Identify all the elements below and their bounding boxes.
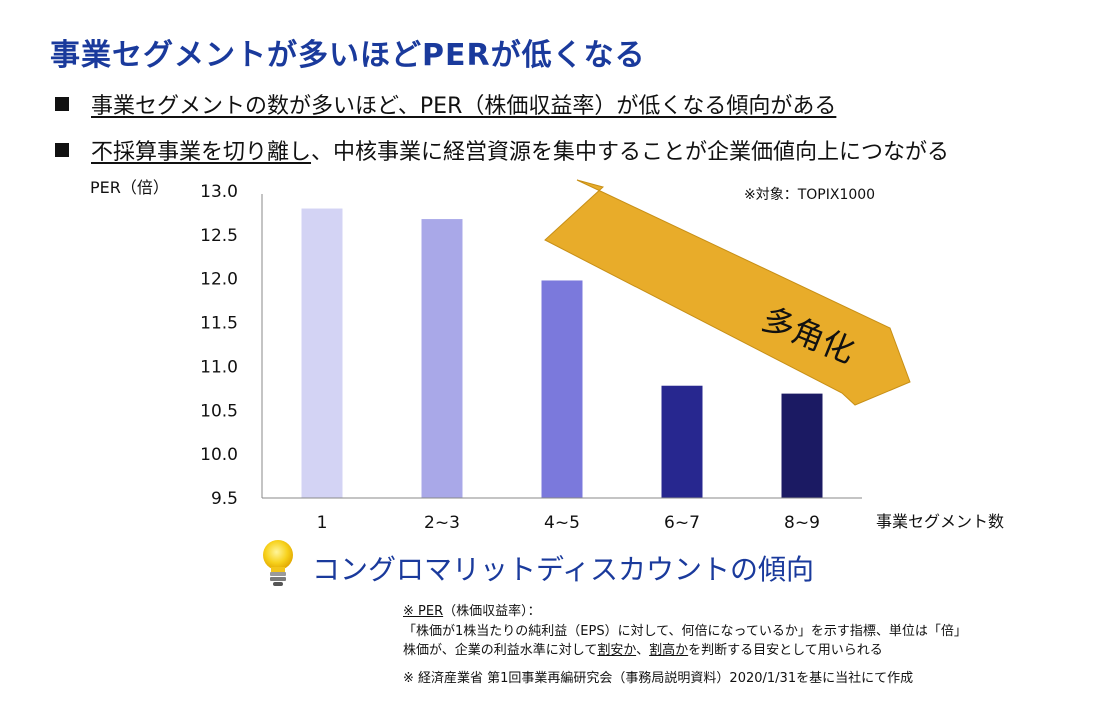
bars-group: [301, 208, 823, 499]
footnote-per-definition: 「株価が1株当たりの純利益（EPS）に対して、何倍になっているか」を示す指標、単…: [403, 624, 967, 639]
footnote-underlined-cheap: 割安か: [597, 643, 637, 658]
x-tick-label: 8~9: [784, 513, 820, 533]
bullet-focus-core: 不採算事業を切り離し 、中核事業に経営資源を集中することが企業価値向上につながる: [55, 134, 949, 166]
page-title: 事業セグメントが多いほどPERが低くなる: [50, 38, 646, 73]
bar-8-9: [781, 393, 823, 498]
chart-annotation: ※対象：TOPIX1000: [744, 187, 875, 203]
y-tick-label: 11.5: [200, 314, 238, 334]
bar-4-5: [541, 280, 583, 498]
footnote-text: 株価が、企業の利益水準に対して: [403, 643, 598, 658]
footnote-per-usage: 株価が、企業の利益水準に対して割安か、割高かを判断する目安として用いられる: [403, 639, 883, 658]
y-tick-label: 10.5: [200, 401, 238, 421]
conglomerate-discount-heading: コングロマリットディスカウントの傾向: [312, 553, 815, 586]
bullet-text: 事業セグメントの数が多いほど、PER（株価収益率）が低くなる傾向がある: [91, 94, 837, 119]
bullet-square-icon: [55, 143, 69, 157]
lightbulb-icon: [263, 540, 293, 586]
y-tick-label: 13.0: [200, 182, 238, 202]
footnote-text: 、: [636, 643, 650, 658]
x-ticks: 1 2~3 4~5 6~7 8~9: [317, 513, 820, 533]
bullet-text: 、中核事業に経営資源を集中することが企業価値向上につながる: [311, 140, 950, 165]
y-tick-label: 10.0: [200, 445, 238, 465]
footnote-source: ※ 経済産業省 第1回事業再編研究会（事務局説明資料）2020/1/31を基に当…: [403, 671, 914, 686]
y-tick-label: 11.0: [200, 357, 238, 377]
footnote-per-term: ※ PER: [403, 604, 444, 619]
bar-1: [301, 208, 343, 499]
y-tick-label: 9.5: [211, 489, 238, 509]
x-tick-label: 4~5: [544, 513, 580, 533]
x-tick-label: 2~3: [424, 513, 460, 533]
footnote-underlined-expensive: 割高か: [649, 643, 689, 658]
diversification-arrow: 多角化: [544, 179, 911, 406]
bar-2-3: [421, 219, 463, 498]
footnote-text: を判断する目安として用いられる: [688, 643, 883, 658]
footnote-per-heading: ※ PER（株価収益率）：: [403, 600, 541, 619]
x-axis-label: 事業セグメント数: [876, 512, 1004, 531]
arrow-shape: [544, 179, 911, 406]
bullet-square-icon: [55, 97, 69, 111]
y-axis-label: PER（倍）: [90, 178, 169, 197]
y-ticks: 13.0 12.5 12.0 11.5 11.0 10.5 10.0 9.5: [200, 182, 238, 509]
y-tick-label: 12.5: [200, 226, 238, 246]
footnote-per-term-rest: （株価収益率）：: [443, 604, 541, 619]
bullet-underlined-text: 不採算事業を切り離し: [91, 140, 312, 165]
bullet-segments-per: 事業セグメントの数が多いほど、PER（株価収益率）が低くなる傾向がある: [55, 88, 836, 120]
bar-6-7: [661, 385, 703, 498]
y-tick-label: 12.0: [200, 270, 238, 290]
x-tick-label: 6~7: [664, 513, 700, 533]
x-tick-label: 1: [317, 513, 328, 533]
